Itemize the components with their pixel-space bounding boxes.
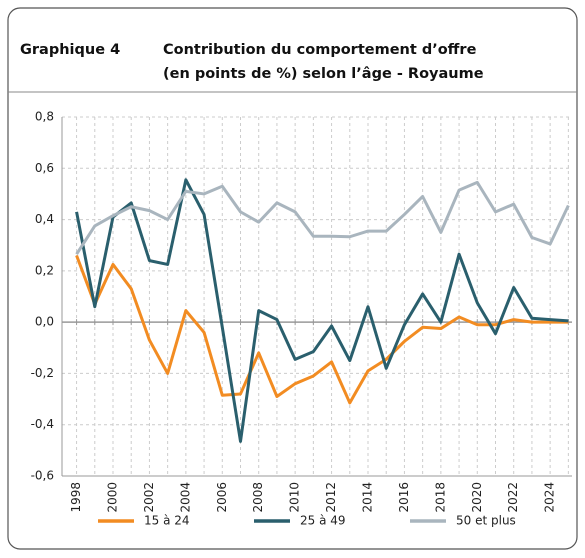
legend-label: 25 à 49: [300, 514, 346, 528]
legend-label: 15 à 24: [144, 514, 190, 528]
series-line: [75, 178, 569, 443]
x-tick-label: 2008: [251, 482, 265, 513]
y-tick-label: 0,0: [35, 315, 54, 329]
legend-label: 50 et plus: [456, 514, 516, 528]
x-tick-label: 2000: [106, 482, 120, 513]
frame: [7, 7, 578, 550]
chart-title: (en points de %) selon l’âge - Royaume: [163, 66, 484, 82]
x-tick-label: 2022: [506, 482, 520, 513]
y-tick-label: 0,8: [35, 110, 54, 124]
x-tick-label: 2012: [324, 482, 338, 513]
y-tick-label: 0,4: [35, 212, 54, 226]
x-tick-label: 1998: [69, 482, 83, 513]
x-tick-label: 2004: [178, 482, 192, 513]
x-tick-label: 2010: [288, 482, 302, 513]
x-tick-label: 2006: [215, 482, 229, 513]
x-tick-label: 2016: [397, 482, 411, 513]
x-tick-label: 2002: [142, 482, 156, 513]
x-tick-label: 2020: [470, 482, 484, 513]
series-line: [75, 254, 569, 405]
x-tick-label: 2018: [433, 482, 447, 513]
y-tick-label: -0,4: [31, 417, 54, 431]
y-tick-label: 0,6: [35, 161, 54, 175]
chart-title: Contribution du comportement d’offre: [163, 42, 477, 58]
chart-label: Graphique 4: [20, 42, 120, 58]
x-tick-label: 2024: [543, 482, 557, 513]
y-tick-label: 0,2: [35, 263, 54, 277]
y-tick-label: -0,6: [31, 469, 54, 483]
series-line: [75, 180, 570, 256]
y-tick-label: -0,2: [31, 366, 54, 380]
x-tick-label: 2014: [361, 482, 375, 513]
